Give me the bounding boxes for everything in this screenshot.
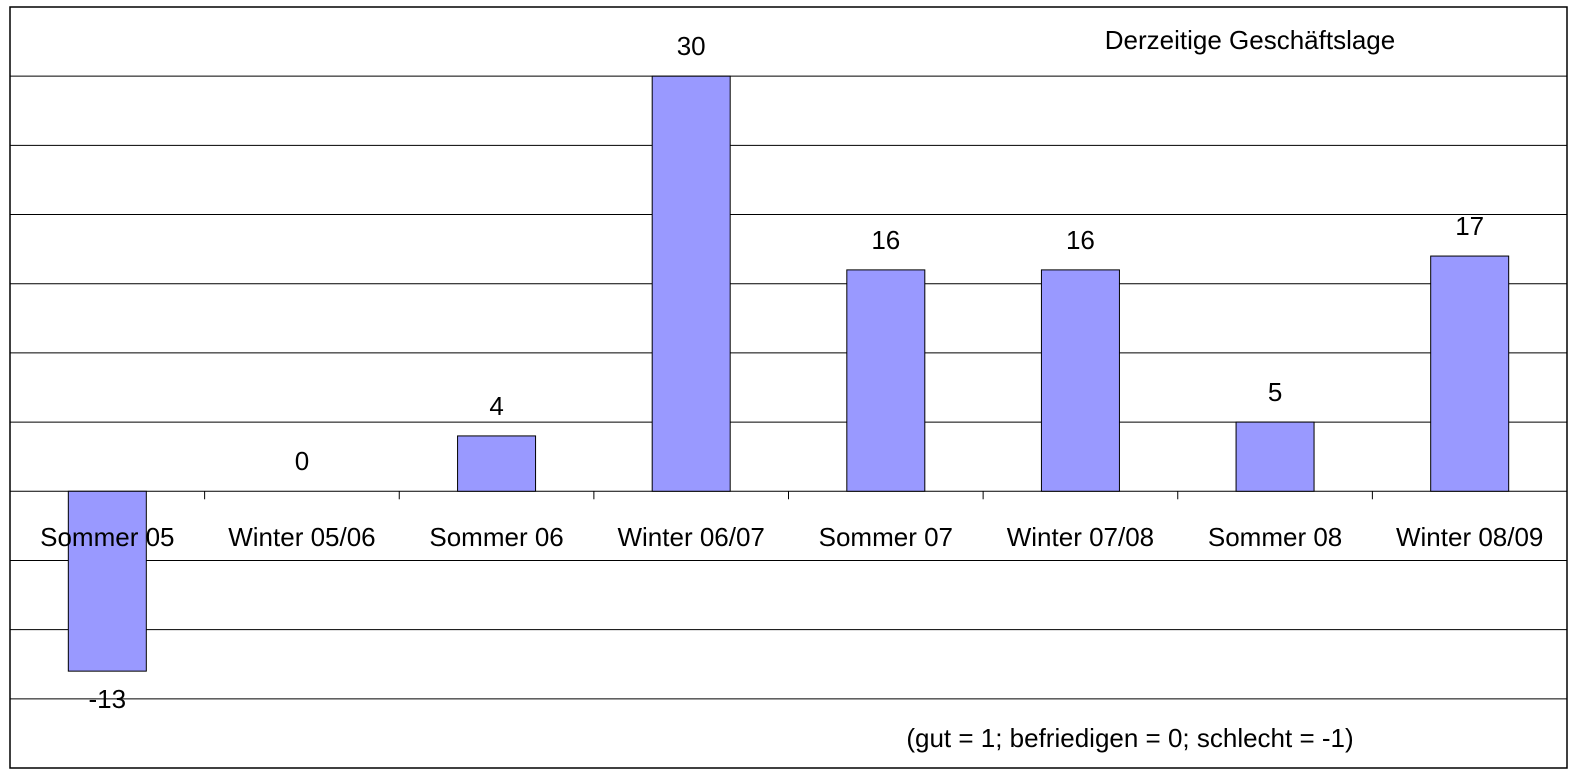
- bar: [67, 490, 147, 672]
- data-label: 5: [1268, 377, 1282, 407]
- bar: [1430, 255, 1510, 492]
- data-label: 4: [489, 391, 503, 421]
- chart-title: Derzeitige Geschäftslage: [1105, 25, 1395, 55]
- bar: [846, 269, 926, 492]
- plot-frame: [9, 6, 1568, 769]
- x-tick-label: Sommer 05: [40, 522, 174, 552]
- data-label: 0: [295, 446, 309, 476]
- data-label: 17: [1455, 211, 1484, 241]
- x-tick-label: Winter 07/08: [1007, 522, 1154, 552]
- data-label: 16: [1066, 225, 1095, 255]
- x-tick-label: Winter 05/06: [228, 522, 375, 552]
- data-label: 30: [677, 31, 706, 61]
- x-tick-label: Sommer 06: [429, 522, 563, 552]
- bar: [457, 435, 537, 492]
- annotation: (gut = 1; befriedigen = 0; schlecht = -1…: [906, 723, 1353, 753]
- x-tick-label: Winter 06/07: [617, 522, 764, 552]
- data-label: 16: [871, 225, 900, 255]
- bar: [1235, 421, 1315, 492]
- x-tick-label: Winter 08/09: [1396, 522, 1543, 552]
- data-label: -13: [89, 684, 127, 714]
- bar: [1040, 269, 1120, 492]
- bar: [651, 75, 731, 492]
- x-tick-label: Sommer 07: [819, 522, 953, 552]
- x-tick-label: Sommer 08: [1208, 522, 1342, 552]
